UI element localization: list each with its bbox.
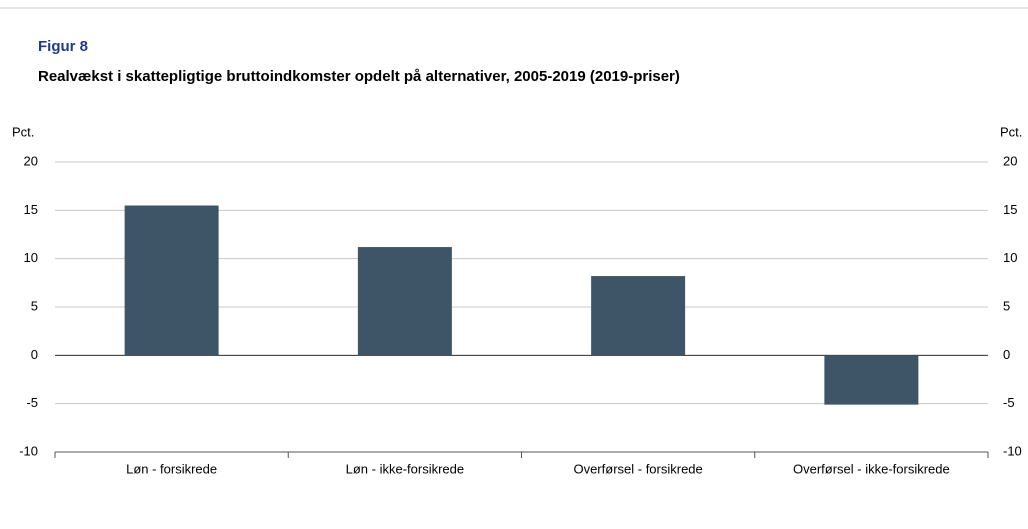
y2-tick-label: 5: [1003, 298, 1010, 313]
y-tick-label: 20: [24, 153, 38, 168]
x-tick-label: Overførsel - forsikrede: [573, 461, 702, 476]
y-tick-label: -10: [19, 443, 38, 458]
x-tick-label: Overførsel - ikke-forsikrede: [793, 461, 950, 476]
y2-axis-label: Pct.: [1000, 124, 1022, 139]
x-tick-label: Løn - ikke-forsikrede: [346, 461, 464, 476]
figure-label: Figur 8: [38, 38, 88, 55]
chart-title: Realvækst i skattepligtige bruttoindkoms…: [38, 68, 680, 85]
x-tick-label: Løn - forsikrede: [126, 461, 217, 476]
y2-tick-label: 20: [1003, 153, 1017, 168]
y2-tick-label: -5: [1003, 395, 1015, 410]
y2-tick-label: 0: [1003, 347, 1010, 362]
bar: [124, 205, 219, 356]
y-tick-label: 15: [24, 202, 38, 217]
bar: [357, 247, 452, 356]
y2-tick-label: 10: [1003, 250, 1017, 265]
y2-tick-label: -10: [1003, 443, 1022, 458]
y-tick-label: 5: [31, 298, 38, 313]
y-tick-label: 10: [24, 250, 38, 265]
bar: [591, 276, 686, 356]
y-axis-label: Pct.: [12, 124, 34, 139]
y-tick-label: -5: [26, 395, 38, 410]
y-tick-label: 0: [31, 347, 38, 362]
bar: [824, 355, 919, 405]
y2-tick-label: 15: [1003, 202, 1017, 217]
